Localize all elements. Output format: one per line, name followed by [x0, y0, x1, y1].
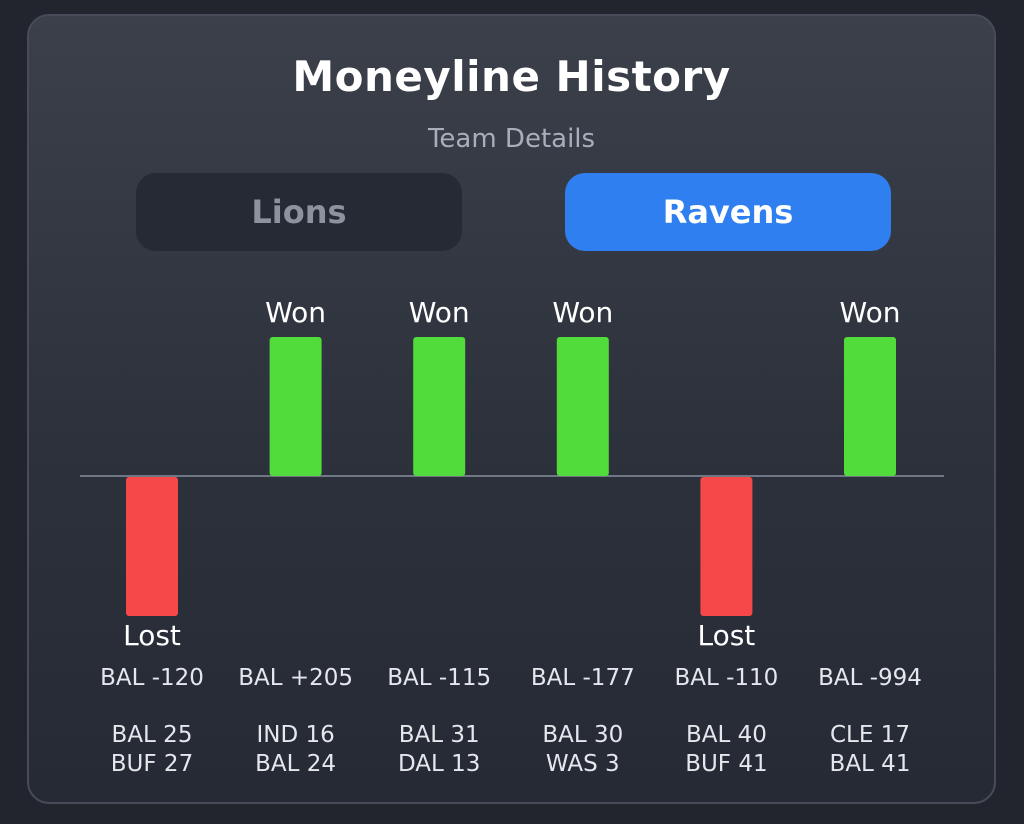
chart-bar: [556, 337, 609, 476]
score-label: BAL 30: [542, 722, 623, 748]
bar-result-label: Won: [552, 296, 613, 329]
moneyline-card: Moneyline History Team Details Lions Rav…: [27, 14, 996, 804]
score-label: BUF 41: [685, 751, 767, 777]
tab-ravens[interactable]: Ravens: [565, 173, 891, 251]
score-label: BAL 25: [112, 722, 193, 748]
x-tick-label: BAL -994: [818, 665, 922, 691]
score-label: DAL 13: [398, 751, 480, 777]
x-tick-label: BAL +205: [238, 665, 353, 691]
score-label: BAL 31: [399, 722, 480, 748]
score-label: BAL 41: [830, 751, 911, 777]
score-label: CLE 17: [830, 722, 910, 748]
x-tick-label: BAL -120: [100, 665, 204, 691]
tab-lions[interactable]: Lions: [136, 173, 462, 251]
card-title: Moneyline History: [292, 52, 731, 101]
bar-result-label: Won: [265, 296, 326, 329]
bar-result-label: Lost: [697, 619, 755, 652]
chart-bar: [269, 337, 322, 476]
bar-result-label: Lost: [123, 619, 181, 652]
chart-bar: [413, 337, 466, 476]
x-tick-label: BAL -177: [531, 665, 635, 691]
score-label: BUF 27: [111, 751, 193, 777]
bar-result-label: Won: [840, 296, 901, 329]
score-label: WAS 3: [546, 751, 620, 777]
chart-bar: [844, 337, 896, 476]
x-tick-label: BAL -115: [387, 665, 491, 691]
score-label: IND 16: [256, 722, 334, 748]
chart-bar: [126, 477, 178, 616]
chart-bar: [700, 477, 753, 616]
score-label: BAL 40: [686, 722, 767, 748]
card-subtitle: Team Details: [427, 124, 596, 154]
bar-result-label: Won: [409, 296, 470, 329]
x-tick-label: BAL -110: [674, 665, 778, 691]
score-label: BAL 24: [255, 751, 336, 777]
